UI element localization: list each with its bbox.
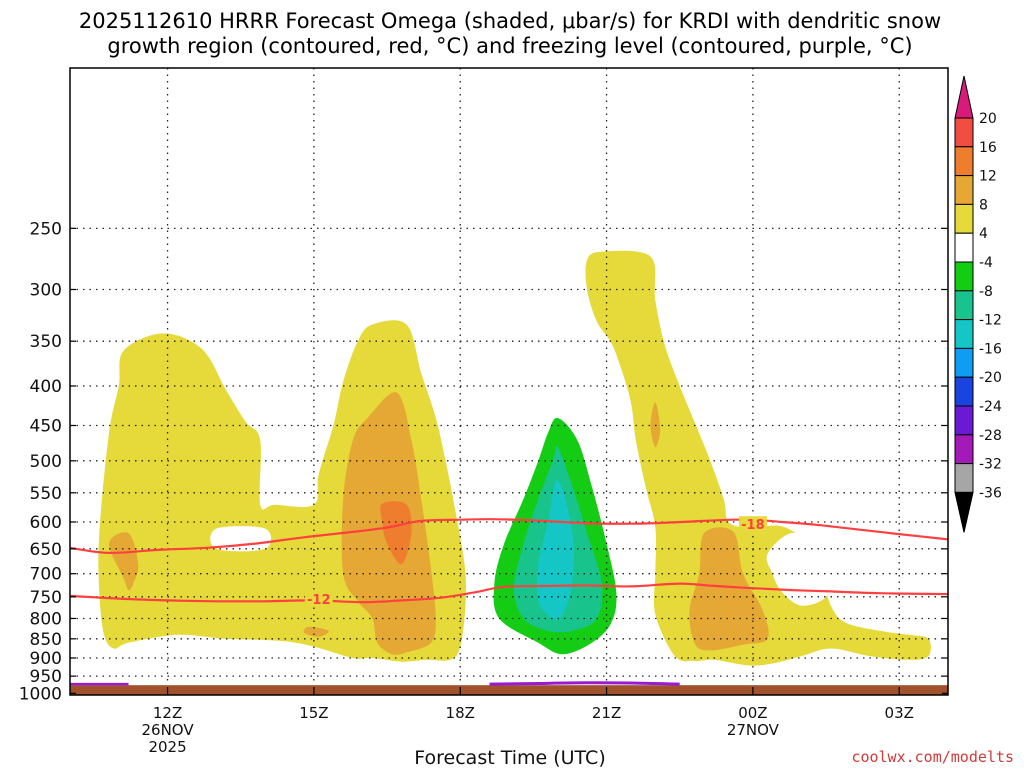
- orange-area-2: [108, 532, 139, 591]
- colorbar-label--16: -16: [979, 341, 1002, 357]
- y-tick-label-500: 500: [30, 452, 62, 472]
- dgz-lower-contour-label-bg: [304, 591, 333, 607]
- freezing-level-contour: [489, 681, 680, 686]
- colorbar-label--20: -20: [979, 370, 1002, 386]
- y-tick-label-450: 450: [30, 416, 62, 436]
- colorbar-segment--12: [954, 319, 974, 349]
- colorbar-label-16: 16: [979, 140, 997, 156]
- dark-orange-area: [380, 501, 412, 565]
- colorbar-segment--16: [954, 347, 974, 378]
- contour-lines: -18 -12: [70, 516, 948, 686]
- plot-frame: [69, 67, 949, 696]
- yellow-area-2: [585, 250, 931, 666]
- y-tick-label-550: 550: [30, 484, 62, 504]
- colorbar-label--32: -32: [979, 457, 1002, 473]
- colorbar-segment--24: [954, 405, 974, 436]
- y-tick-label-250: 250: [30, 219, 62, 239]
- colorbar-label--12: -12: [979, 313, 1002, 329]
- colorbar-segment-12: [954, 175, 974, 205]
- ground-surface: [70, 685, 948, 695]
- x-tick-date-00Z: 27NOV: [727, 721, 780, 739]
- colorbar-label-20: 20: [979, 111, 997, 127]
- colorbar-label--4: -4: [979, 255, 993, 271]
- colorbar-segment--28: [954, 434, 974, 465]
- ground-layer: [70, 682, 948, 695]
- colorbar-segment--4: [954, 261, 974, 292]
- colorbar-segment--20: [954, 376, 974, 407]
- orange-area-5: [650, 402, 661, 448]
- y-axis: 2503003504004505005506006507007508008509…: [19, 219, 948, 704]
- chart-title-line-2: growth region (contoured, red, °C) and f…: [107, 34, 912, 58]
- x-tick-label-03Z: 03Z: [885, 704, 914, 722]
- colorbar-top-arrow: [954, 75, 974, 119]
- x-tick-label-21Z: 21Z: [592, 704, 621, 722]
- colorbar-segment-20: [954, 117, 974, 148]
- colorbar-label--8: -8: [979, 284, 993, 300]
- colorbar-bottom-arrow: [954, 491, 974, 533]
- x-tick-label-00Z: 00Z: [738, 704, 767, 722]
- dgz-upper-contour-label: -18: [741, 518, 765, 533]
- y-tick-label-750: 750: [30, 588, 62, 608]
- orange-area-3: [303, 626, 329, 637]
- white-gap: [210, 526, 272, 552]
- credit-text: coolwx.com/modelts: [851, 748, 1014, 766]
- colorbar-segment--32: [954, 463, 974, 493]
- chart-title-line-1: 2025112610 HRRR Forecast Omega (shaded, …: [79, 9, 941, 33]
- y-tick-label-650: 650: [30, 540, 62, 560]
- x-tick-label-12Z: 12Z: [153, 704, 182, 722]
- x-tick-label-15Z: 15Z: [299, 704, 328, 722]
- dgz-lower-contour: [70, 582, 948, 604]
- colorbar-label-4: 4: [979, 226, 988, 242]
- y-tick-label-700: 700: [30, 565, 62, 585]
- colorbar-label-8: 8: [979, 197, 988, 213]
- x-axis-title: Forecast Time (UTC): [414, 747, 605, 768]
- colorbar-segment-16: [954, 146, 974, 177]
- dgz-lower-contour-label: -12: [307, 593, 331, 608]
- y-tick-label-800: 800: [30, 609, 62, 629]
- white-gap-2: [766, 532, 829, 606]
- colorbar-label--36: -36: [979, 485, 1002, 501]
- colorbar-label-12: 12: [979, 169, 997, 185]
- colorbar-label--24: -24: [979, 399, 1002, 415]
- y-tick-label-1000: 1000: [19, 684, 62, 704]
- dgz-upper-contour-label-bg: [738, 516, 767, 532]
- colorbar: 20 16 12 8 4 -4 -8 -12 -16 -20 -24 -28 -32 -36: [954, 75, 1002, 533]
- dgz-upper-contour: [70, 518, 948, 555]
- colorbar-segment-4: [954, 232, 974, 263]
- y-tick-label-900: 900: [30, 649, 62, 669]
- y-tick-label-850: 850: [30, 630, 62, 650]
- y-tick-label-950: 950: [30, 667, 62, 687]
- x-tick-label-18Z: 18Z: [446, 704, 475, 722]
- y-tick-label-400: 400: [30, 377, 62, 397]
- orange-area-4: [689, 527, 769, 651]
- x-tick-date-12Z: 26NOV: [141, 721, 194, 739]
- y-tick-label-600: 600: [30, 513, 62, 533]
- y-tick-label-350: 350: [30, 332, 62, 352]
- x-tick-year-12Z: 2025: [148, 738, 186, 756]
- grid-lines: [70, 68, 948, 695]
- colorbar-segment-8: [954, 203, 974, 234]
- omega-shading: [98, 250, 931, 666]
- y-tick-label-300: 300: [30, 280, 62, 300]
- colorbar-label--28: -28: [979, 428, 1002, 444]
- colorbar-segment--8: [954, 290, 974, 321]
